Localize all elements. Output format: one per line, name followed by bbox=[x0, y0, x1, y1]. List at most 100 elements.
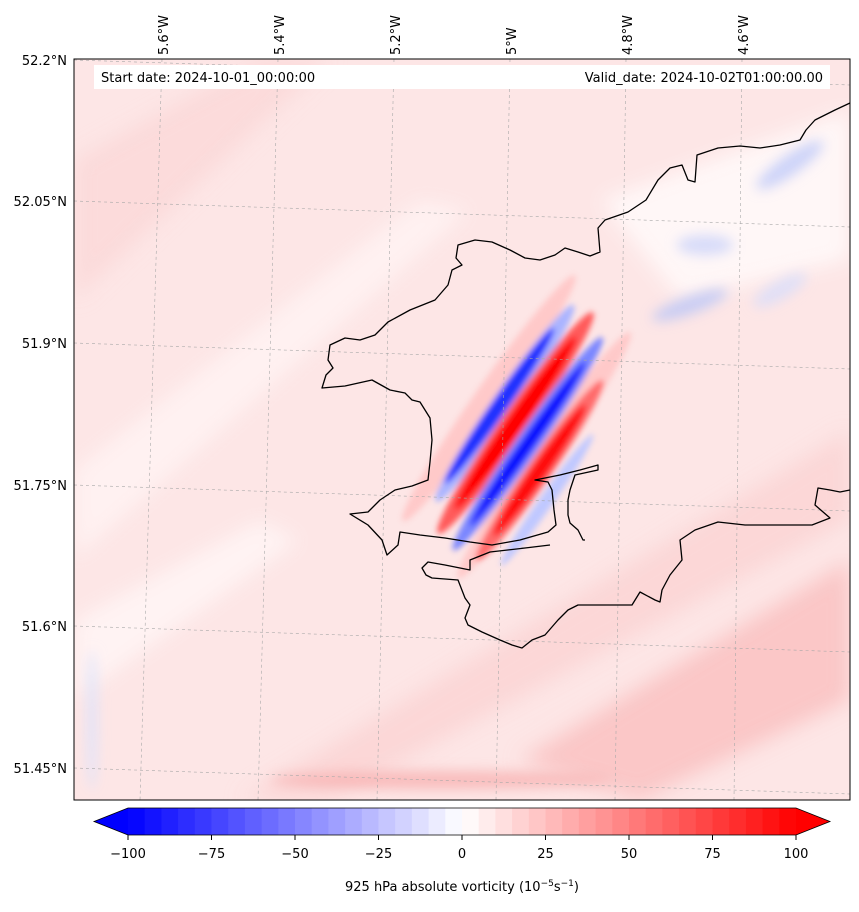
colorbar-cell bbox=[244, 808, 263, 835]
colorbar-cell bbox=[428, 808, 446, 835]
colorbar-cell bbox=[462, 808, 480, 835]
colorbar-cell bbox=[712, 808, 730, 835]
colorbar-cell bbox=[211, 808, 229, 835]
start-date-label: Start date: 2024-10-01_00:00:00 bbox=[101, 71, 315, 86]
lon-tick-label: 4.6°W bbox=[737, 15, 752, 55]
lon-tick-labels: 5.6°W 5.4°W 5.2°W 5°W 4.8°W 4.6°W bbox=[157, 15, 752, 55]
dipole-red-south bbox=[493, 404, 587, 537]
colorbar-cell bbox=[395, 808, 413, 835]
colorbar-cell bbox=[478, 808, 496, 835]
colorbar-title-end: ) bbox=[574, 880, 579, 895]
colorbar-cell bbox=[495, 808, 513, 835]
dipole-blue-south-tail bbox=[500, 434, 594, 566]
dipole-blue-core bbox=[470, 361, 586, 526]
lat-tick-label: 51.9°N bbox=[22, 337, 67, 352]
colorbar-title: 925 hPa absolute vorticity (10−5s−1) bbox=[345, 879, 579, 895]
colorbar-tick-label: 0 bbox=[458, 847, 466, 862]
header-box bbox=[94, 65, 830, 89]
dipole-red-core bbox=[454, 336, 577, 510]
colorbar-tick-label: −25 bbox=[365, 847, 392, 862]
colorbar-cell bbox=[128, 808, 146, 835]
map-frame bbox=[73, 58, 851, 801]
colorbar-tick-label: −75 bbox=[198, 847, 225, 862]
colorbar-cell bbox=[762, 808, 780, 835]
streak-c bbox=[652, 288, 728, 322]
colorbar-cell bbox=[328, 808, 346, 835]
colorbar-cell bbox=[378, 808, 396, 835]
colorbar-cell bbox=[228, 808, 246, 835]
valid-date-label: Valid_date: 2024-10-02T01:00:00.00 bbox=[585, 71, 823, 86]
colorbar-cell bbox=[512, 808, 530, 835]
colorbar-ticks bbox=[127, 835, 797, 840]
colorbar-cell bbox=[528, 808, 546, 835]
colorbar-cell bbox=[295, 808, 313, 835]
vorticity-dipole bbox=[402, 275, 631, 579]
band-light-southwest bbox=[74, 520, 300, 700]
vorticity-field: Start date: 2024-10-01_00:00:00 Valid_da… bbox=[74, 59, 850, 800]
colorbar-cell bbox=[729, 808, 747, 835]
lon-tick-label: 5°W bbox=[505, 27, 520, 55]
colorbar-cell bbox=[411, 808, 430, 835]
dipole-blue-north bbox=[444, 327, 555, 484]
coastline-north-wales-pembrokeshire bbox=[321, 102, 850, 556]
colorbar-cell bbox=[261, 808, 279, 835]
colorbar-cell bbox=[779, 808, 797, 835]
colorbar-cell bbox=[578, 808, 597, 835]
colorbar-title-main: 925 hPa absolute vorticity (10 bbox=[345, 880, 541, 895]
colorbar-title-exp2: −1 bbox=[561, 879, 574, 889]
colorbar-cell bbox=[612, 808, 630, 835]
colorbar-cell bbox=[161, 808, 179, 835]
band-southeast bbox=[240, 430, 850, 800]
colorbar-title-exp1: −5 bbox=[541, 879, 554, 889]
lon-tick-label: 5.4°W bbox=[273, 15, 288, 55]
colorbar-cell bbox=[194, 808, 212, 835]
blue-streaks-northeast bbox=[87, 140, 824, 790]
colorbar-tick-label: 25 bbox=[537, 847, 554, 862]
lon-tick-label: 4.8°W bbox=[621, 15, 636, 55]
colorbar-cell bbox=[562, 808, 580, 835]
coastlines bbox=[321, 102, 850, 649]
streak-b bbox=[677, 235, 733, 255]
colorbar-cell bbox=[545, 808, 563, 835]
lat-tick-label: 51.6°N bbox=[22, 620, 67, 635]
lat-tick-labels: 52.2°N 52.05°N 51.9°N 51.75°N 51.6°N 51.… bbox=[14, 54, 67, 777]
colorbar-tick-label: −50 bbox=[281, 847, 308, 862]
colorbar-tick-label: 50 bbox=[621, 847, 638, 862]
band-northwest bbox=[74, 59, 330, 300]
colorbar-cell bbox=[629, 808, 647, 835]
colorbar-cells bbox=[128, 808, 797, 835]
colorbar-cell bbox=[595, 808, 613, 835]
colorbar-cell bbox=[745, 808, 764, 835]
band-southeast-strong bbox=[520, 560, 850, 800]
colorbar-cell bbox=[178, 808, 196, 835]
lat-tick-label: 51.45°N bbox=[14, 762, 67, 777]
colorbar: −100 −75 −50 −25 0 25 50 75 100 925 hPa … bbox=[92, 807, 832, 895]
colorbar-cell bbox=[445, 808, 463, 835]
colorbar-tick-label: −100 bbox=[110, 847, 146, 862]
lat-tick-label: 52.05°N bbox=[14, 195, 67, 210]
lon-tick-label: 5.2°W bbox=[389, 15, 404, 55]
colorbar-min-extension bbox=[94, 808, 128, 835]
colorbar-title-unit: s bbox=[554, 880, 561, 895]
colorbar-cell bbox=[311, 808, 329, 835]
colorbar-cell bbox=[345, 808, 363, 835]
colorbar-max-extension bbox=[796, 808, 830, 835]
dipole-halo-north bbox=[402, 275, 576, 522]
colorbar-cell bbox=[695, 808, 713, 835]
colorbar-cell bbox=[278, 808, 296, 835]
lat-tick-label: 52.2°N bbox=[22, 54, 67, 69]
colorbar-cell bbox=[144, 808, 162, 835]
colorbar-tick-label: 100 bbox=[784, 847, 809, 862]
colorbar-cell bbox=[645, 808, 663, 835]
lat-tick-label: 51.75°N bbox=[14, 479, 67, 494]
colorbar-tick-label: 75 bbox=[704, 847, 721, 862]
colorbar-cell bbox=[679, 808, 697, 835]
coastline-south-pembrokeshire bbox=[421, 487, 850, 649]
colorbar-cell bbox=[662, 808, 680, 835]
lon-tick-label: 5.6°W bbox=[157, 15, 172, 55]
band-light-west bbox=[74, 200, 470, 560]
colorbar-cell bbox=[361, 808, 379, 835]
streak-west-edge bbox=[87, 650, 97, 790]
